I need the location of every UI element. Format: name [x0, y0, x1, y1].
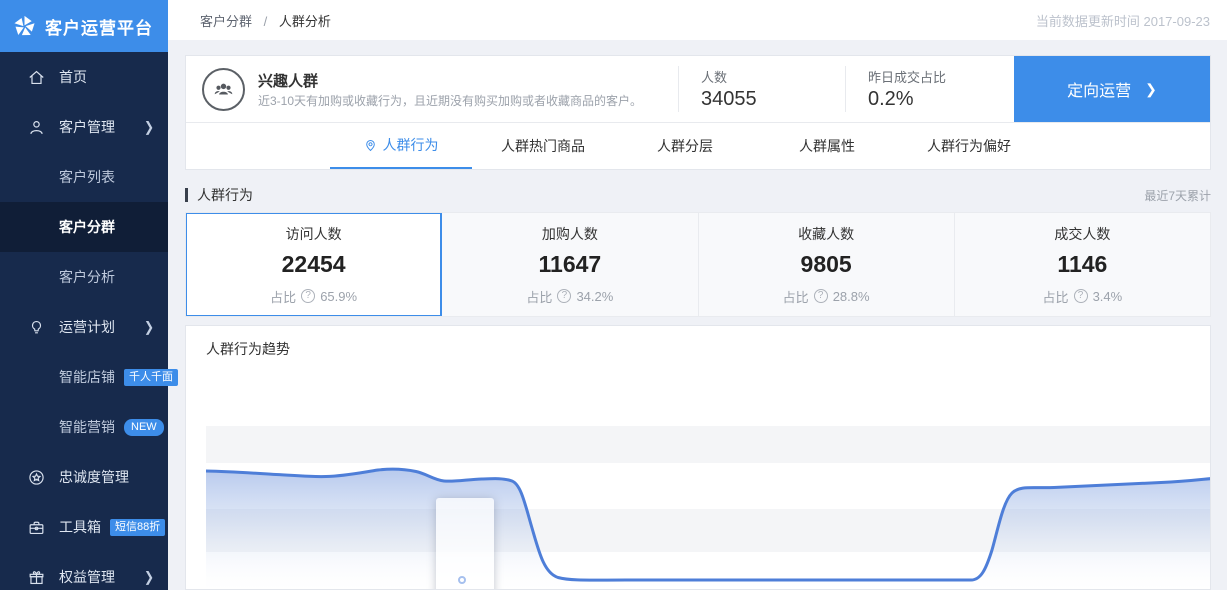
chart-title: 人群行为趋势 [206, 341, 290, 357]
segment-summary: 兴趣人群 近3-10天有加购或收藏行为，且近期没有购买加购或者收藏商品的客户。 … [186, 56, 1210, 122]
gift-icon [27, 568, 46, 587]
stats-row: 访问人数 22454 占比 ? 65.9% 加购人数 11647 占比 ? 34… [185, 212, 1211, 317]
segment-info: 兴趣人群 近3-10天有加购或收藏行为，且近期没有购买加购或者收藏商品的客户。 [258, 70, 662, 109]
help-icon[interactable]: ? [301, 289, 316, 303]
segment-description: 近3-10天有加购或收藏行为，且近期没有购买加购或者收藏商品的客户。 [258, 93, 643, 108]
sidebar-item-customer-analysis[interactable]: 客户分析 [59, 269, 115, 285]
audience-group-icon [202, 67, 245, 111]
app-title: 客户运营平台 [45, 18, 153, 38]
breadcrumb-current: 人群分析 [278, 13, 331, 29]
sidebar-item-customer-list[interactable]: 客户列表 [59, 169, 115, 185]
breadcrumb: 客户分群 / 人群分析 [200, 11, 331, 30]
count-value: 34055 [701, 88, 757, 110]
trend-line [206, 467, 1210, 582]
hover-data-point[interactable] [458, 576, 466, 584]
chevron-right-icon: ❯ [1145, 80, 1157, 97]
trend-chart[interactable]: 21832 访问人数 [206, 426, 1210, 589]
sidebar-item-loyalty-management[interactable]: 忠诚度管理 [0, 452, 168, 502]
help-icon[interactable]: ? [1073, 289, 1088, 303]
chevron-right-icon: ❯ [143, 118, 154, 136]
count-label: 人数 [701, 70, 728, 85]
deal-ratio-label: 昨日成交占比 [868, 70, 947, 85]
sidebar-item-rights-management[interactable]: 权益管理 ❯ [0, 552, 168, 590]
chevron-right-icon: ❯ [143, 318, 154, 336]
bulb-icon [27, 318, 46, 337]
smart-shop-badge: 千人千面 [124, 368, 178, 386]
sidebar-item-smart-shop[interactable]: 智能店铺 千人千面 [0, 352, 178, 402]
chevron-right-icon: ❯ [143, 568, 154, 586]
app-logo: 客户运营平台 [0, 0, 168, 52]
tab-hot-products[interactable]: 人群热门商品 [501, 138, 585, 154]
section-header: 人群行为 最近7天累计 [185, 185, 1211, 205]
pinwheel-logo-icon [14, 15, 35, 35]
sms-discount-badge: 短信88折 [110, 518, 166, 536]
sidebar-item-operation-plan[interactable]: 运营计划 ❯ [0, 302, 168, 352]
help-icon[interactable]: ? [813, 289, 828, 303]
tab-behavior[interactable]: 人群行为 [330, 123, 472, 169]
date-range-note: 最近7天累计 [1144, 188, 1211, 203]
user-icon [27, 118, 46, 137]
tab-bar: 人群行为 人群热门商品 人群分层 人群属性 人群行为偏好 [186, 122, 1210, 169]
stat-card-cart-adds[interactable]: 加购人数 11647 占比 ? 34.2% [442, 213, 699, 316]
tab-layers[interactable]: 人群分层 [657, 138, 713, 154]
tab-behavior-preference[interactable]: 人群行为偏好 [927, 138, 1011, 154]
segment-deal-ratio: 昨日成交占比 0.2% [845, 66, 1015, 112]
section-title: 人群行为 [197, 187, 253, 203]
section-accent-bar [185, 188, 188, 202]
segment-count: 人数 34055 [678, 66, 845, 112]
breadcrumb-parent[interactable]: 客户分群 [200, 13, 253, 29]
stat-card-favorites[interactable]: 收藏人数 9805 占比 ? 28.8% [699, 213, 955, 316]
sidebar-item-toolbox[interactable]: 工具箱 短信88折 [0, 502, 168, 552]
trend-chart-card: 人群行为趋势 [185, 325, 1211, 590]
breadcrumb-separator: / [263, 13, 268, 29]
new-badge: NEW [124, 418, 164, 436]
sidebar-item-customer-management[interactable]: 客户管理 ❯ [0, 102, 168, 152]
grid-band [206, 426, 1210, 463]
segment-card: 兴趣人群 近3-10天有加购或收藏行为，且近期没有购买加购或者收藏商品的客户。 … [185, 55, 1211, 170]
sidebar-item-home[interactable]: 首页 [0, 52, 168, 102]
deal-ratio-value: 0.2% [868, 88, 914, 110]
trend-line-chart-svg [206, 467, 1210, 589]
hover-highlight-band [436, 498, 494, 589]
segment-name: 兴趣人群 [258, 72, 319, 90]
stat-card-visitors[interactable]: 访问人数 22454 占比 ? 65.9% [186, 213, 443, 316]
sidebar-item-customer-segments[interactable]: 客户分群 [0, 202, 168, 252]
toolbox-icon [27, 518, 46, 537]
sidebar: 客户运营平台 首页 客户管理 ❯ 客户列表 客户分群 客户分析 [0, 0, 178, 590]
sidebar-item-smart-marketing[interactable]: 智能营销 NEW [0, 402, 168, 452]
data-update-time: 当前数据更新时间 2017-09-23 [1035, 13, 1210, 29]
topbar: 客户分群 / 人群分析 当前数据更新时间 2017-09-23 [168, 0, 1227, 40]
help-icon[interactable]: ? [557, 289, 572, 303]
main-content: 客户分群 / 人群分析 当前数据更新时间 2017-09-23 兴趣人群 近3- [168, 0, 1227, 590]
tab-attributes[interactable]: 人群属性 [799, 138, 855, 154]
location-pin-icon [365, 139, 375, 151]
targeted-operation-button[interactable]: 定向运营 ❯ [1014, 56, 1210, 122]
stat-card-buyers[interactable]: 成交人数 1146 占比 ? 3.4% [1042, 225, 1123, 305]
home-icon [27, 68, 46, 87]
star-circle-icon [27, 468, 46, 487]
